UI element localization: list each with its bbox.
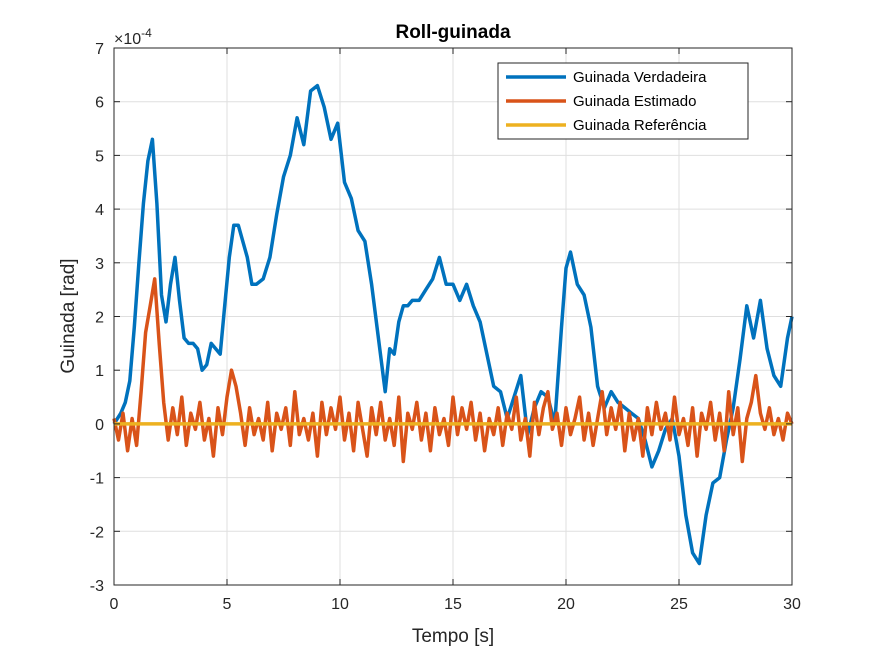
x-tick-label: 20 bbox=[557, 596, 575, 613]
x-tick-label: 15 bbox=[444, 596, 462, 613]
y-tick-labels: -3 -2 -1 0 1 2 3 4 5 6 7 bbox=[90, 41, 104, 595]
x-tick-label: 30 bbox=[783, 596, 801, 613]
y-tick-label: 1 bbox=[95, 363, 104, 380]
y-tick-label: -2 bbox=[90, 524, 104, 541]
x-tick-label: 10 bbox=[331, 596, 349, 613]
x-tick-label: 25 bbox=[670, 596, 688, 613]
y-tick-label: 5 bbox=[95, 148, 104, 165]
series-line-2 bbox=[112, 277, 794, 464]
x-axis-label: Tempo [s] bbox=[412, 626, 494, 647]
x-tick-label: 5 bbox=[223, 596, 232, 613]
legend-entry: Guinada Verdadeira bbox=[573, 69, 707, 86]
y-tick-label: -3 bbox=[90, 578, 104, 595]
y-tick-label: 4 bbox=[95, 202, 104, 219]
y-multiplier: ×10 bbox=[114, 31, 141, 48]
x-tick-labels: 0 5 10 15 20 25 30 bbox=[110, 596, 801, 613]
tick-marks bbox=[113, 47, 793, 586]
y-exponent: -4 bbox=[141, 26, 152, 40]
legend-entry: Guinada Referência bbox=[573, 117, 707, 134]
legend: Guinada Verdadeira Guinada Estimado Guinad… bbox=[497, 62, 749, 140]
x-tick-label: 0 bbox=[110, 596, 119, 613]
y-tick-label: 3 bbox=[95, 256, 104, 273]
y-tick-label: -1 bbox=[90, 471, 104, 488]
y-axis-label: Guinada [rad] bbox=[58, 258, 79, 373]
y-axis-exponent: ×10-4 bbox=[114, 26, 152, 48]
chart-title: Roll-guinada bbox=[395, 22, 510, 43]
y-tick-label: 7 bbox=[95, 41, 104, 58]
legend-entry: Guinada Estimado bbox=[573, 93, 696, 110]
y-tick-label: 6 bbox=[95, 95, 104, 112]
y-tick-label: 0 bbox=[95, 417, 104, 434]
y-tick-label: 2 bbox=[95, 310, 104, 327]
series-layer bbox=[112, 83, 794, 566]
